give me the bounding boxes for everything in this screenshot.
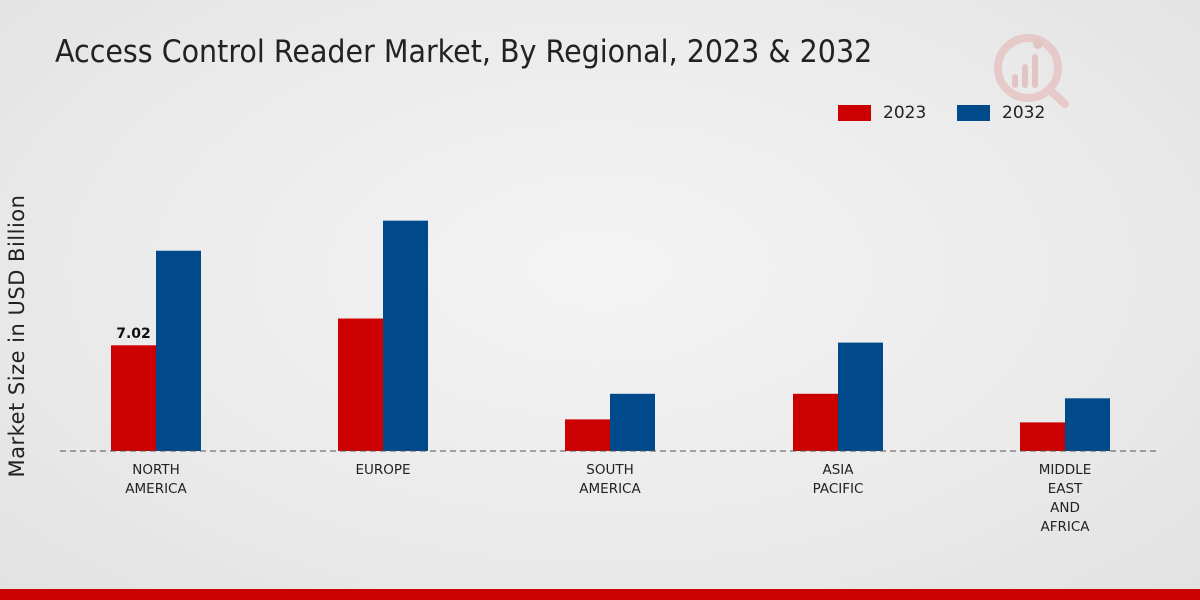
- bar-2032-4: [1065, 398, 1110, 451]
- data-label-2023-0: 7.02: [116, 326, 151, 343]
- x-tick-label-2: SOUTH AMERICA: [545, 461, 675, 499]
- bar-2023-3: [793, 393, 838, 451]
- bar-2032-3: [838, 342, 883, 451]
- legend-label-2032: 2032: [1002, 103, 1046, 123]
- bar-2032-2: [610, 393, 655, 451]
- bar-2023-4: [1020, 422, 1065, 451]
- legend-swatch-2032: [957, 105, 990, 121]
- x-tick-label-line: AMERICA: [579, 481, 641, 497]
- x-tick-label-4: MIDDLE EAST AND AFRICA: [1000, 461, 1130, 537]
- x-tick-label-line: AND: [1050, 500, 1080, 516]
- x-tick-label-3: ASIA PACIFIC: [773, 461, 903, 499]
- bar-2032-1: [383, 220, 428, 451]
- x-tick-label-1: EUROPE: [318, 461, 448, 480]
- x-tick-label-line: PACIFIC: [812, 481, 864, 497]
- bar-2023-1: [338, 318, 383, 451]
- x-tick-label-line: AMERICA: [125, 481, 187, 497]
- legend-swatch-2023: [838, 105, 871, 121]
- legend-item-2032: 2032: [957, 103, 1045, 123]
- x-tick-label-line: NORTH: [132, 462, 180, 478]
- legend-label-2023: 2023: [883, 103, 927, 123]
- x-tick-label-line: SOUTH: [586, 462, 634, 478]
- x-tick-label-line: EUROPE: [355, 462, 411, 478]
- x-tick-label-line: ASIA: [822, 462, 854, 478]
- bar-2023-0: [111, 345, 156, 451]
- x-tick-label-line: MIDDLE: [1038, 462, 1092, 478]
- bar-2023-2: [565, 419, 610, 451]
- legend-item-2023: 2023: [838, 103, 926, 123]
- x-tick-label-0: NORTH AMERICA: [91, 461, 221, 499]
- bar-2032-0: [156, 250, 201, 451]
- chart-title: Access Control Reader Market, By Regiona…: [55, 34, 873, 70]
- x-tick-label-line: EAST: [1047, 481, 1083, 497]
- brand-logo-watermark: [990, 30, 1070, 114]
- x-tick-label-line: AFRICA: [1040, 519, 1090, 535]
- bottom-accent-bar: [0, 589, 1200, 600]
